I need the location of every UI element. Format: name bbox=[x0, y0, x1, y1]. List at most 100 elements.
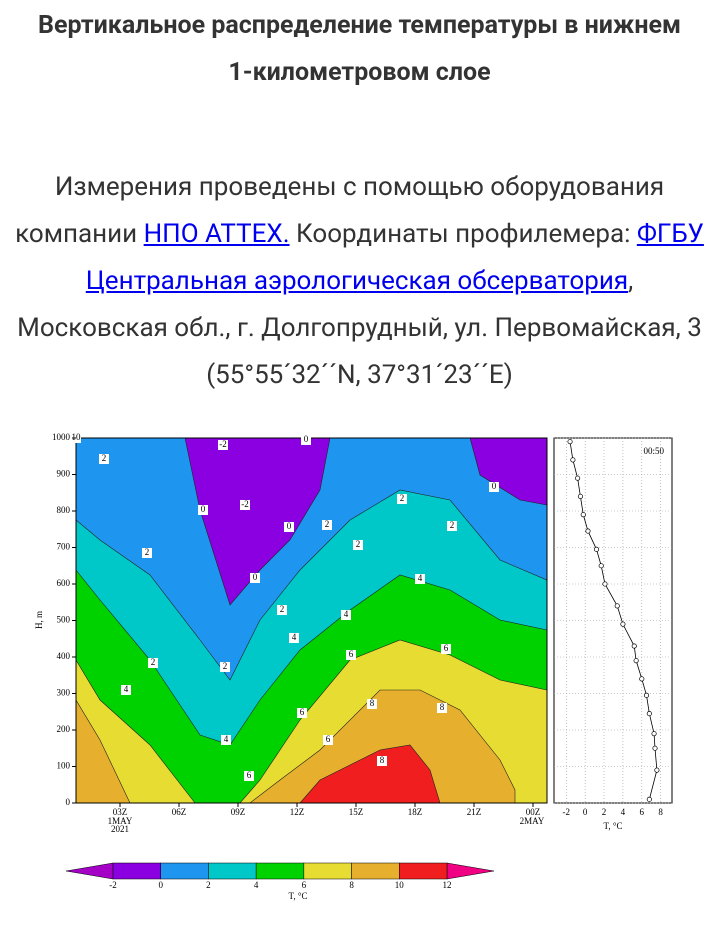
contour-label-bg bbox=[489, 482, 499, 492]
y-tick-label: 600 bbox=[57, 578, 71, 588]
y-tick-label: 200 bbox=[57, 724, 71, 734]
page-title: Вертикальное распределение температуры в… bbox=[38, 11, 681, 87]
profile-point bbox=[593, 546, 600, 552]
y-tick-label: 0 bbox=[66, 797, 71, 807]
y-tick-label: 800 bbox=[57, 505, 71, 515]
contour-label: 10 bbox=[72, 432, 82, 442]
contour-label: 2 bbox=[145, 547, 150, 557]
contour-label: 2 bbox=[325, 519, 330, 529]
x-tick-label: 0 bbox=[583, 807, 588, 817]
contour-label-bg bbox=[346, 650, 356, 660]
y-tick-label: 300 bbox=[57, 688, 71, 698]
contour-label: 0 bbox=[287, 521, 292, 531]
contour-label: 2 bbox=[280, 604, 285, 614]
contour-label: 2 bbox=[223, 661, 228, 671]
contour-label-bg bbox=[250, 573, 260, 583]
contour-label-bg bbox=[221, 735, 231, 745]
profile-point bbox=[585, 528, 591, 534]
contour-label: 4 bbox=[344, 609, 349, 619]
profile-point bbox=[646, 796, 652, 802]
contour-label: 2 bbox=[400, 493, 405, 503]
contour-label: 2 bbox=[356, 539, 361, 549]
contour-label-bg bbox=[297, 708, 307, 718]
profile-point bbox=[614, 603, 620, 609]
time-label: 00:50 bbox=[643, 446, 664, 456]
contour-label-bg bbox=[121, 685, 131, 695]
profile-point bbox=[575, 475, 581, 481]
contour-label-bg bbox=[289, 633, 299, 643]
description: Измерения проведены с помощью оборудован… bbox=[10, 164, 709, 399]
colorbar-tick-label: 6 bbox=[302, 880, 307, 890]
contour-label: 4 bbox=[418, 573, 423, 583]
profile-point bbox=[646, 711, 652, 717]
contour-label: -2 bbox=[241, 499, 249, 509]
profile-point bbox=[633, 658, 639, 664]
contour-label-bg bbox=[341, 610, 351, 620]
text: Координаты профилемера: bbox=[289, 219, 637, 249]
contour-label-bg bbox=[397, 494, 407, 504]
contour-label: 8 bbox=[380, 755, 385, 765]
contour-label-bg bbox=[244, 771, 254, 781]
colorbar-segment bbox=[255, 862, 305, 880]
link[interactable]: ФГБУ Центральная аэрологическая обсерват… bbox=[85, 219, 704, 296]
colorbar-segment bbox=[351, 862, 400, 880]
colorbar-tick-label: 10 bbox=[395, 880, 405, 890]
profile-point bbox=[620, 621, 626, 627]
contour-label: 6 bbox=[247, 770, 252, 780]
y-tick-label: 100 bbox=[57, 761, 71, 771]
link[interactable]: НПО АТТЕХ. bbox=[143, 219, 290, 249]
contour-label-bg bbox=[441, 644, 451, 654]
contour-label-bg bbox=[367, 699, 377, 709]
contour-label: 6 bbox=[326, 734, 331, 744]
x-tick-label: 2 bbox=[602, 807, 607, 817]
profile-point bbox=[567, 439, 573, 445]
colorbar-segment bbox=[112, 862, 161, 880]
y-tick-label: 500 bbox=[57, 615, 71, 625]
x-tick-label: 8 bbox=[658, 807, 663, 817]
profile-point bbox=[577, 493, 583, 499]
contour-label: 0 bbox=[304, 434, 309, 444]
colorbar-tick-label: 8 bbox=[349, 880, 354, 890]
profile-line bbox=[569, 441, 658, 800]
contour-label: 2 bbox=[450, 520, 455, 530]
x-axis-label: T, °C bbox=[604, 821, 623, 831]
x-date-label: 2021 bbox=[111, 824, 129, 834]
colorbar-segment bbox=[399, 862, 448, 880]
contour-label: 0 bbox=[253, 572, 258, 582]
contour-label-bg bbox=[220, 662, 230, 672]
contour-label-bg bbox=[437, 703, 447, 713]
profile-point bbox=[639, 676, 645, 682]
contour-label-bg bbox=[415, 574, 425, 584]
profile-point bbox=[580, 512, 586, 518]
x-tick-label: 09Z bbox=[231, 807, 246, 817]
contour-label: 4 bbox=[292, 632, 297, 642]
y-tick-label: 1000 bbox=[52, 432, 71, 442]
colorbar-tick-label: 0 bbox=[158, 880, 163, 890]
contour-label-bg bbox=[148, 658, 158, 668]
contour-fill bbox=[75, 437, 548, 681]
profile-point bbox=[643, 692, 650, 698]
colorbar-segment bbox=[303, 862, 352, 880]
contour-fill bbox=[184, 437, 331, 606]
colorbar-tick-label: 12 bbox=[443, 880, 452, 890]
colorbar-tick-label: 4 bbox=[254, 880, 259, 890]
x-tick-label: 6 bbox=[640, 807, 645, 817]
x-tick-label: 18Z bbox=[408, 807, 423, 817]
colorbar-label: T, °C bbox=[289, 891, 308, 901]
y-axis-label: H, m bbox=[34, 611, 44, 629]
contour-label: 6 bbox=[444, 643, 449, 653]
profile-point bbox=[651, 731, 657, 737]
contour-label-bg bbox=[322, 520, 332, 530]
contour-label: 2 bbox=[102, 453, 107, 463]
profile-point bbox=[570, 457, 576, 463]
contour-label: 4 bbox=[224, 734, 229, 744]
colorbar-tick-label: 2 bbox=[206, 880, 211, 890]
colorbar-segment bbox=[160, 862, 209, 880]
y-tick-label: 900 bbox=[57, 469, 71, 479]
contour-label: 0 bbox=[201, 504, 206, 514]
text: Измерения проведены с помощью оборудован… bbox=[15, 172, 665, 249]
x-tick-label: 00Z bbox=[526, 807, 541, 817]
colorbar-segment bbox=[208, 862, 257, 880]
x-tick-label: 15Z bbox=[349, 807, 364, 817]
profile-point bbox=[654, 767, 660, 773]
